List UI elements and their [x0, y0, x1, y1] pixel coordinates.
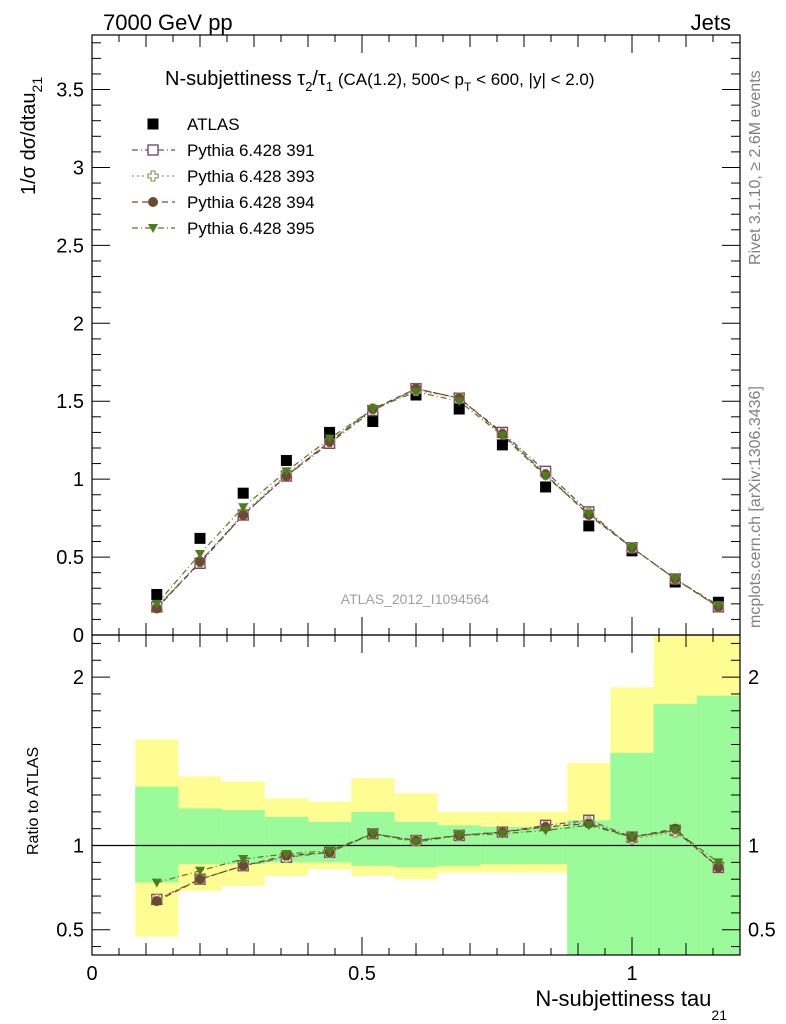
x-tick-label: 1: [626, 963, 637, 985]
header-collision: 7000 GeV pp: [103, 10, 233, 35]
legend-label: ATLAS: [187, 115, 240, 134]
data-point: [453, 403, 465, 415]
data-point: [454, 397, 465, 407]
data-point: [324, 434, 335, 444]
data-point: [194, 532, 206, 544]
ratio-y-tick-label-right: 1: [748, 836, 759, 858]
main-ylabel: 1/σ dσ/dtau21: [18, 77, 45, 195]
legend-marker: [147, 144, 159, 156]
data-point: [195, 556, 205, 567]
ratio-point: [583, 821, 594, 831]
ratio-point: [497, 829, 508, 839]
ratio-point: [151, 896, 162, 907]
data-point: [496, 439, 508, 451]
data-point: [627, 543, 637, 553]
ratio-point: [324, 846, 335, 856]
data-point: [151, 599, 162, 609]
data-point: [713, 601, 724, 611]
data-point: [540, 472, 551, 482]
data-point: [238, 503, 249, 513]
x-axis-label: N-subjettiness tau21: [535, 986, 727, 1023]
data-point: [237, 487, 249, 499]
data-point: [280, 454, 292, 466]
ratio-point: [151, 878, 162, 888]
ratio-point: [238, 855, 249, 864]
ratio-point: [195, 874, 205, 885]
data-point: [670, 574, 681, 584]
rivet-version-label: Rivet 3.1.10, ≥ 2.6M events: [747, 70, 764, 265]
data-point: [540, 481, 552, 493]
legend-marker: [147, 118, 159, 130]
ratio-y-tick-label-right: 2: [748, 667, 759, 689]
y-tick-label: 0: [73, 625, 84, 647]
y-tick-label: 3: [73, 157, 84, 179]
series-line: [156, 388, 719, 608]
data-point: [367, 415, 379, 427]
ratio-stat-band: [567, 820, 611, 955]
ratio-ylabel: Ratio to ATLAS: [25, 747, 42, 855]
ratio-y-tick-label-right: 0.5: [748, 920, 776, 942]
ratio-point: [670, 826, 681, 836]
ratio-stat-band: [135, 786, 179, 883]
ratio-stat-band: [610, 752, 654, 955]
data-point: [367, 405, 378, 415]
ratio-y-tick-label: 1: [73, 836, 84, 858]
ratio-y-tick-label: 2: [73, 667, 84, 689]
y-tick-label: 3.5: [56, 80, 84, 102]
x-tick-label: 0.5: [348, 963, 376, 985]
y-tick-label: 1: [73, 469, 84, 491]
ratio-point: [238, 860, 249, 871]
series-line: [156, 391, 719, 606]
series-line: [156, 388, 719, 609]
data-point: [281, 467, 292, 477]
x-tick-label: 0: [86, 963, 97, 985]
ratio-point: [411, 838, 421, 848]
legend-label: Pythia 6.428 394: [187, 193, 315, 212]
ratio-point: [540, 826, 551, 836]
data-point: [583, 509, 594, 519]
mcplots-label: mcplots.cern.ch [arXiv:1306.3436]: [747, 386, 764, 628]
data-point: [238, 510, 249, 520]
y-tick-label: 0.5: [56, 547, 84, 569]
data-point: [497, 431, 508, 441]
legend-marker: [148, 224, 158, 233]
ratio-y-tick-label: 0.5: [56, 920, 84, 942]
analysis-watermark: ATLAS_2012_I1094564: [341, 591, 490, 607]
header-process: Jets: [691, 10, 731, 35]
ratio-point: [281, 849, 292, 859]
main-title: N-subjettiness τ2/τ1 (CA(1.2), 500< pT <…: [165, 68, 595, 94]
legend-marker: [148, 197, 158, 207]
ratio-stat-band: [696, 695, 740, 955]
data-point: [583, 520, 595, 532]
legend-marker: [147, 170, 159, 182]
data-point: [151, 588, 163, 600]
ratio-series-line: [156, 824, 719, 884]
ratio-point: [627, 833, 637, 843]
y-tick-label: 2: [73, 313, 84, 335]
data-point: [324, 426, 336, 438]
y-tick-label: 2.5: [56, 235, 84, 257]
ratio-point: [713, 858, 724, 868]
ratio-stat-band: [178, 808, 222, 865]
legend-label: Pythia 6.428 395: [187, 219, 315, 238]
y-tick-label: 1.5: [56, 391, 84, 413]
legend-label: Pythia 6.428 393: [187, 167, 315, 186]
ratio-point: [367, 829, 378, 839]
data-point: [411, 387, 421, 397]
legend-label: Pythia 6.428 391: [187, 141, 315, 160]
ratio-point: [454, 831, 465, 841]
data-point: [195, 549, 205, 559]
ratio-point: [713, 862, 724, 873]
ratio-point: [195, 866, 205, 876]
